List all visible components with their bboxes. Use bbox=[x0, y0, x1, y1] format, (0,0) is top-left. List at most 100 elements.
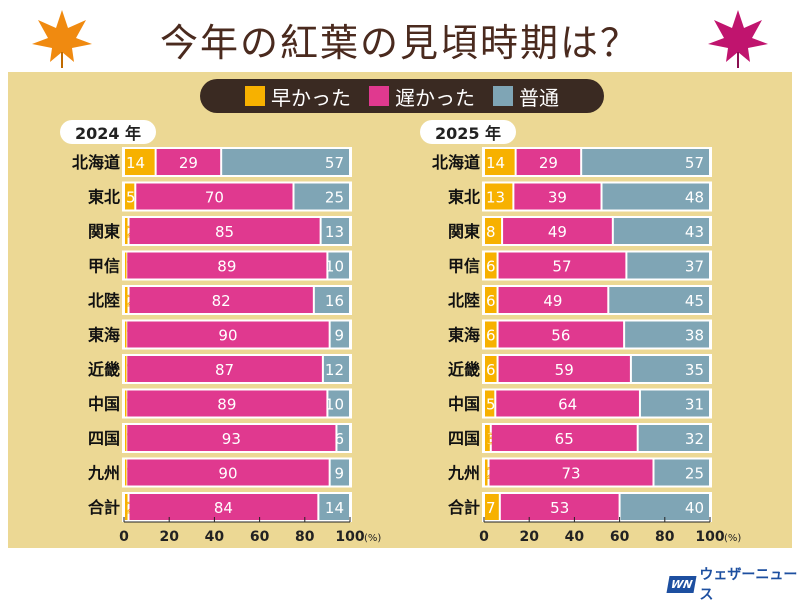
data-label: 25 bbox=[685, 465, 704, 483]
bar-segment bbox=[127, 390, 327, 417]
category-label: 北海道 bbox=[72, 153, 120, 172]
bar-segment bbox=[500, 494, 619, 520]
data-label: 73 bbox=[561, 465, 580, 483]
data-label: 56 bbox=[551, 327, 570, 345]
bar-segment bbox=[498, 252, 626, 279]
data-label: 57 bbox=[552, 258, 571, 276]
bar-segment bbox=[125, 390, 127, 417]
x-tick-label: 60 bbox=[610, 529, 630, 545]
data-label: 16 bbox=[325, 292, 344, 310]
bar-segment bbox=[323, 356, 349, 382]
bar-segment bbox=[222, 149, 349, 175]
chart-title-2024: 2024 年 bbox=[60, 120, 156, 144]
data-label: 43 bbox=[685, 223, 704, 241]
red-maple-leaf-icon bbox=[708, 10, 768, 68]
category-label: 甲信 bbox=[448, 257, 480, 276]
bar-segment bbox=[485, 494, 499, 520]
page-title: 今年の紅葉の見頃時期は？ bbox=[159, 21, 640, 65]
bar-segment bbox=[330, 459, 349, 486]
logo-text: ウェザーニュース bbox=[699, 567, 798, 603]
bar-segment bbox=[627, 252, 709, 279]
data-label: 53 bbox=[550, 499, 569, 517]
data-label: 45 bbox=[685, 292, 704, 310]
data-label: 6 bbox=[486, 361, 496, 379]
legend-swatch bbox=[245, 86, 265, 106]
legend-label: 普通 bbox=[519, 85, 559, 110]
x-tick-label: 20 bbox=[519, 529, 539, 545]
bar-segment bbox=[620, 494, 709, 520]
category-label: 合計 bbox=[448, 498, 480, 517]
data-label: 90 bbox=[218, 465, 237, 483]
bar-segment bbox=[127, 356, 322, 382]
category-label: 関東 bbox=[88, 222, 120, 241]
data-label: 59 bbox=[555, 361, 574, 379]
bar-segment bbox=[294, 183, 349, 210]
bar-segment bbox=[582, 149, 709, 175]
data-label: 57 bbox=[685, 154, 704, 172]
data-label: 3 bbox=[486, 430, 496, 448]
data-label: 93 bbox=[222, 430, 241, 448]
data-label: 70 bbox=[205, 189, 224, 207]
data-label: 14 bbox=[126, 154, 145, 172]
data-label: 38 bbox=[685, 327, 704, 345]
bar-segment bbox=[496, 390, 639, 417]
category-label: 東北 bbox=[88, 188, 120, 207]
legend-swatch bbox=[493, 86, 513, 106]
x-tick-label: 60 bbox=[250, 529, 270, 545]
legend-item-early: 早かった bbox=[245, 82, 351, 111]
bar-segment bbox=[602, 183, 709, 210]
x-tick-label: 40 bbox=[565, 529, 585, 545]
category-label: 合計 bbox=[88, 498, 120, 517]
bar-segment bbox=[485, 425, 490, 451]
data-label: 5 bbox=[126, 189, 136, 207]
data-label: 85 bbox=[215, 223, 234, 241]
data-label: 48 bbox=[685, 189, 704, 207]
bar-segment bbox=[516, 149, 581, 175]
bar-segment bbox=[125, 183, 135, 210]
data-label: 64 bbox=[558, 396, 577, 414]
category-label: 東北 bbox=[448, 188, 480, 207]
bar-segment bbox=[485, 356, 497, 382]
category-label: 東海 bbox=[88, 326, 120, 345]
data-label: 7 bbox=[486, 499, 496, 517]
bar-segment bbox=[625, 321, 709, 348]
data-label: 29 bbox=[179, 154, 198, 172]
legend-label: 遅かった bbox=[395, 85, 475, 110]
data-label: 89 bbox=[217, 258, 236, 276]
bar-segment bbox=[613, 218, 709, 244]
data-label: 13 bbox=[325, 223, 344, 241]
category-label: 中国 bbox=[88, 395, 120, 414]
category-label: 四国 bbox=[448, 429, 480, 448]
bar-segment bbox=[498, 287, 608, 313]
data-label: 9 bbox=[334, 465, 344, 483]
bar-segment bbox=[125, 321, 127, 348]
data-label: 65 bbox=[555, 430, 574, 448]
bar-segment bbox=[125, 494, 128, 520]
data-label: 82 bbox=[212, 292, 231, 310]
bar-segment bbox=[638, 425, 709, 451]
data-label: 9 bbox=[334, 327, 344, 345]
data-label: 39 bbox=[548, 189, 567, 207]
category-label: 甲信 bbox=[88, 257, 120, 276]
bar-segment bbox=[337, 425, 349, 451]
x-tick-label: 20 bbox=[159, 529, 179, 545]
category-label: 北海道 bbox=[432, 153, 480, 172]
bar-segment bbox=[127, 252, 327, 279]
bar-segment bbox=[485, 287, 497, 313]
bar-segment bbox=[485, 321, 497, 348]
bar-segment bbox=[125, 459, 127, 486]
bar-segment bbox=[127, 425, 336, 451]
bar-segment bbox=[491, 425, 637, 451]
data-label: 6 bbox=[486, 327, 496, 345]
bar-segment bbox=[125, 356, 127, 382]
bar-segment bbox=[136, 183, 293, 210]
bar-segment bbox=[330, 321, 349, 348]
bar-segment bbox=[129, 287, 313, 313]
weathernews-logo: WN ウェザーニュース bbox=[666, 564, 800, 604]
legend-label: 早かった bbox=[271, 85, 351, 110]
bar-segment bbox=[321, 218, 349, 244]
bar-segment bbox=[485, 149, 515, 175]
data-label: 31 bbox=[685, 396, 704, 414]
data-label: 57 bbox=[325, 154, 344, 172]
